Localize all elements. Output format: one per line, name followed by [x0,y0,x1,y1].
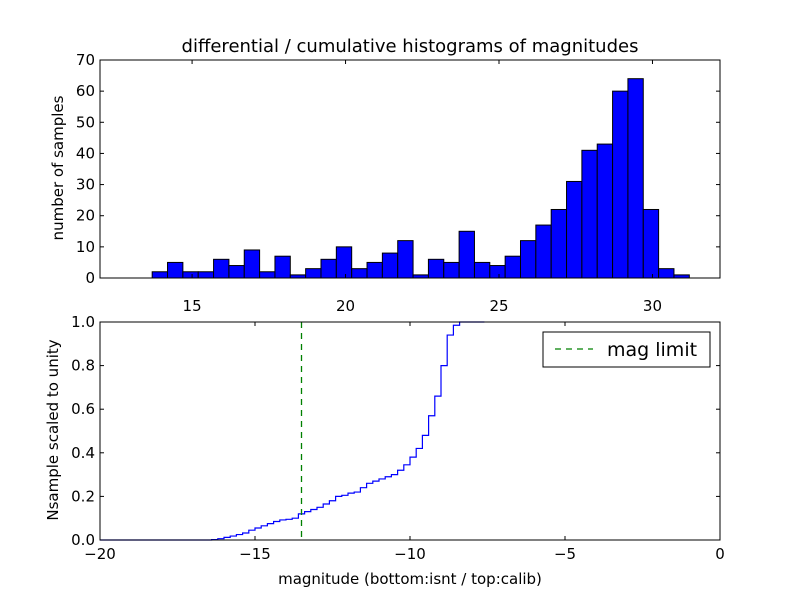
cumulative-step-line [100,321,485,541]
legend-mag-limit-label: mag limit [607,339,697,361]
y-tick-label: 50 [76,113,95,131]
histogram-bar [519,240,537,279]
chart-title: differential / cumulative histograms of … [182,36,639,57]
y-tick-label: 10 [76,238,95,256]
y-tick-label: 0.6 [71,400,95,418]
histogram-bar [305,268,322,279]
histogram-bar [504,255,521,279]
y-tick-label: 0 [85,269,95,287]
y-tick-label: 0.4 [71,444,95,462]
histogram-bar [182,271,199,279]
histogram-bar [213,258,230,279]
x-tick-label: −15 [239,545,271,563]
x-tick-label: 25 [489,297,508,315]
x-tick-label: 30 [643,297,662,315]
histogram-bar [473,261,491,279]
legend: mag limit [542,331,711,368]
x-tick-label: −20 [84,545,116,563]
histogram-bar [274,255,291,279]
y-tick-label: 1.0 [71,313,95,331]
histogram-bar [335,246,353,279]
histogram-bar [351,268,368,279]
histogram-bar [228,265,245,279]
y-tick-label: 30 [76,176,95,194]
cumulative-lines [100,321,485,541]
histogram-bar [427,258,445,279]
histogram-bar [381,252,399,279]
top-plot-frame [99,59,721,279]
y-tick-label: 40 [76,144,95,162]
x-tick-label: −10 [394,545,426,563]
histogram-bar [366,261,383,279]
y-tick-label: 60 [76,82,95,100]
histogram-bar [458,230,475,279]
histogram-bar [197,271,215,279]
bottom-plot-frame [99,321,721,541]
histogram-bar [642,208,660,279]
bottom-axis-ticks: 0.0 0.2 0.4 0.6 0.8 1.0 −20 −15 −10 −5 0 [71,313,725,563]
x-tick-label: 0 [715,545,725,563]
y-tick-label: 70 [76,51,95,69]
histogram-bar [658,268,675,279]
histogram-bar [566,180,583,279]
y-tick-label: 0.8 [71,357,95,375]
histogram-bar [397,240,414,279]
histogram-bar [167,261,184,279]
top-axis-ticks: 0 10 20 30 40 50 60 70 15 20 25 30 [76,51,720,315]
y-tick-label: 20 [76,207,95,225]
histogram-bar [535,224,552,279]
histogram-bar [443,261,460,279]
y-tick-label: 0.0 [71,531,95,549]
histogram-bars [151,78,690,279]
histogram-bar [596,143,614,279]
bottom-x-axis-label: magnitude (bottom:isnt / top:calib) [278,570,542,588]
histogram-bar [151,271,169,279]
histogram-bar [259,271,276,279]
x-tick-label: 20 [336,297,355,315]
top-y-axis-label: number of samples [49,95,67,240]
bottom-y-axis-label: Nsample scaled to unity [44,339,62,520]
histogram-bar [581,149,598,279]
histogram-bar [243,249,261,279]
histogram-bar [550,208,568,279]
x-tick-label: −5 [554,545,576,563]
histogram-bar [489,265,506,279]
histogram-bar [627,78,644,279]
x-tick-label: 15 [183,297,202,315]
cumulative-histogram-panel: magnitude (bottom:isnt / top:calib) Nsam… [44,313,725,588]
y-tick-label: 0.2 [71,487,95,505]
histogram-bar [320,258,337,279]
differential-histogram-panel: differential / cumulative histograms of … [49,36,721,315]
histogram-bar [612,90,629,279]
